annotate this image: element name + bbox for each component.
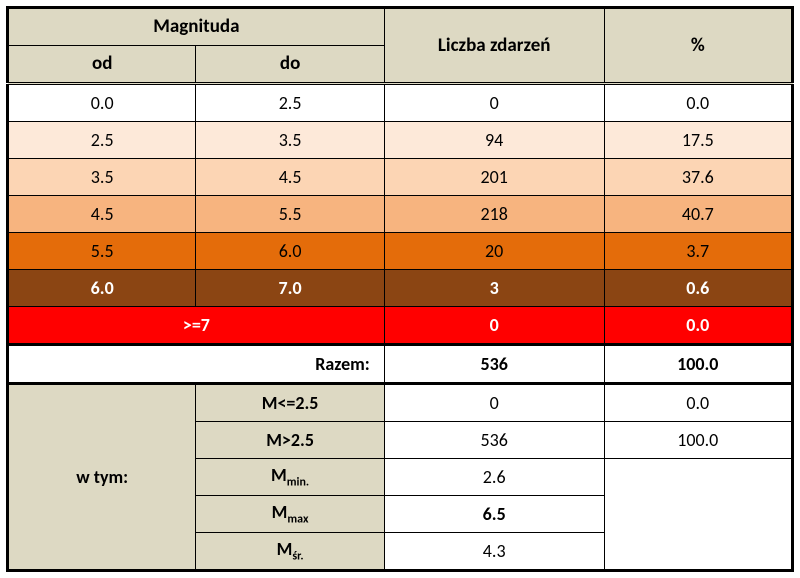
cell-to: 6.0 bbox=[196, 233, 384, 270]
cell-pct: 0.0 bbox=[604, 307, 792, 345]
cell-count: 20 bbox=[384, 233, 604, 270]
hdr-to: do bbox=[196, 46, 384, 84]
cell-from: 4.5 bbox=[8, 196, 196, 233]
table-row: 0.02.500.0 bbox=[8, 84, 793, 122]
cell-pct: 3.7 bbox=[604, 233, 792, 270]
cell-to: 3.5 bbox=[196, 122, 384, 159]
cell-count: 94 bbox=[384, 122, 604, 159]
table-row-ge7: >=700.0 bbox=[8, 307, 793, 345]
summary-count: 2.6 bbox=[384, 459, 604, 496]
summary-count: 4.3 bbox=[384, 533, 604, 571]
table-row: 3.54.520137.6 bbox=[8, 159, 793, 196]
cell-count: 3 bbox=[384, 270, 604, 307]
summary-pct: 100.0 bbox=[604, 422, 792, 459]
cell-count: 0 bbox=[384, 84, 604, 122]
summary-label: w tym: bbox=[8, 384, 196, 571]
cell-from: 2.5 bbox=[8, 122, 196, 159]
hdr-magnitude: Magnituda bbox=[8, 8, 385, 46]
cell-pct: 0.6 bbox=[604, 270, 792, 307]
summary-count: 6.5 bbox=[384, 496, 604, 533]
cell-pct: 17.5 bbox=[604, 122, 792, 159]
summary-metric: Mmin. bbox=[196, 459, 384, 496]
total-count: 536 bbox=[384, 345, 604, 384]
cell-to: 7.0 bbox=[196, 270, 384, 307]
cell-from: 5.5 bbox=[8, 233, 196, 270]
cell-from: 3.5 bbox=[8, 159, 196, 196]
total-row: Razem:536100.0 bbox=[8, 345, 793, 384]
seismic-table: Magnituda Liczba zdarzeń % od do 0.02.50… bbox=[6, 6, 794, 572]
cell-from: 0.0 bbox=[8, 84, 196, 122]
cell-pct: 40.7 bbox=[604, 196, 792, 233]
summary-metric: Mśr. bbox=[196, 533, 384, 571]
cell-count: 218 bbox=[384, 196, 604, 233]
hdr-from: od bbox=[8, 46, 196, 84]
cell-to: 2.5 bbox=[196, 84, 384, 122]
cell-count: 201 bbox=[384, 159, 604, 196]
cell-from: 6.0 bbox=[8, 270, 196, 307]
total-label: Razem: bbox=[8, 345, 385, 384]
table-row: 6.07.030.6 bbox=[8, 270, 793, 307]
hdr-percent: % bbox=[604, 8, 792, 84]
summary-count: 536 bbox=[384, 422, 604, 459]
summary-metric: M>2.5 bbox=[196, 422, 384, 459]
summary-count: 0 bbox=[384, 384, 604, 422]
cell-pct: 0.0 bbox=[604, 84, 792, 122]
summary-pct-blank bbox=[604, 459, 792, 571]
cell-to: 4.5 bbox=[196, 159, 384, 196]
table-row: 4.55.521840.7 bbox=[8, 196, 793, 233]
summary-metric: Mmax bbox=[196, 496, 384, 533]
cell-to: 5.5 bbox=[196, 196, 384, 233]
cell-ge7-label: >=7 bbox=[8, 307, 385, 345]
cell-pct: 37.6 bbox=[604, 159, 792, 196]
table-row: 5.56.0203.7 bbox=[8, 233, 793, 270]
summary-row: w tym:M<=2.500.0 bbox=[8, 384, 793, 422]
summary-metric: M<=2.5 bbox=[196, 384, 384, 422]
hdr-count: Liczba zdarzeń bbox=[384, 8, 604, 84]
summary-pct: 0.0 bbox=[604, 384, 792, 422]
table-row: 2.53.59417.5 bbox=[8, 122, 793, 159]
header-row-1: Magnituda Liczba zdarzeń % bbox=[8, 8, 793, 46]
total-pct: 100.0 bbox=[604, 345, 792, 384]
cell-count: 0 bbox=[384, 307, 604, 345]
